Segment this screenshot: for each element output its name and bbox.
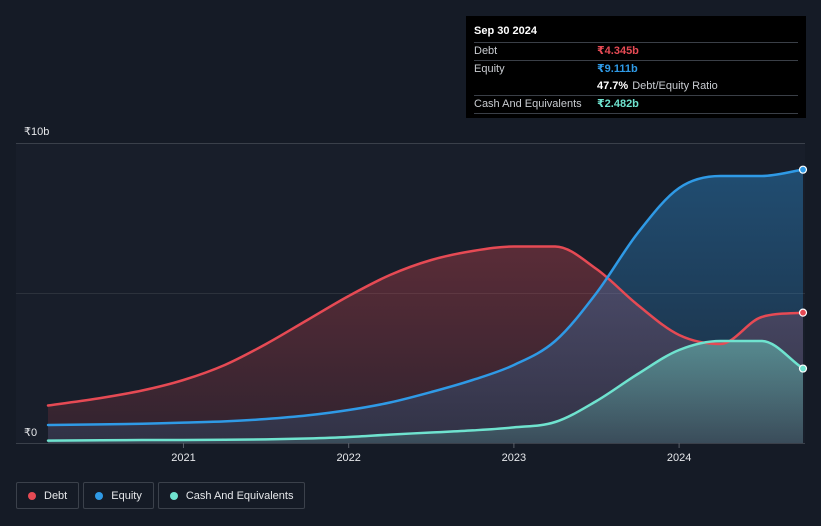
legend-item-equity[interactable]: Equity xyxy=(83,482,154,509)
equity-endpoint[interactable] xyxy=(798,165,808,174)
tooltip-ratio-row: 47.7% Debt/Equity Ratio xyxy=(474,78,798,95)
tooltip-cash-label: Cash And Equivalents xyxy=(474,98,582,110)
tooltip-bottom-divider xyxy=(474,113,798,115)
x-tick-label: 2022 xyxy=(336,452,360,464)
tooltip-panel: Sep 30 2024 Debt ₹4.345b Equity ₹9.111b … xyxy=(466,16,806,118)
tooltip-equity-row: Equity ₹9.111b xyxy=(474,60,798,78)
debt-endpoint[interactable] xyxy=(798,308,808,317)
tooltip-equity-label: Equity xyxy=(474,63,505,75)
legend-item-debt[interactable]: Debt xyxy=(16,482,80,509)
x-tick-label: 2024 xyxy=(667,452,691,464)
chart-legend: Debt Equity Cash And Equivalents xyxy=(16,482,309,509)
cash-endpoint[interactable] xyxy=(798,364,808,373)
legend-cash-label: Cash And Equivalents xyxy=(185,489,294,502)
debt-line xyxy=(46,245,805,407)
tooltip-date: Sep 30 2024 xyxy=(474,25,537,37)
tooltip-debt-row: Debt ₹4.345b xyxy=(474,42,798,60)
tooltip-cash-row: Cash And Equivalents ₹2.482b xyxy=(474,95,798,113)
tooltip-debt-value: ₹4.345b xyxy=(597,45,639,57)
tooltip-equity-value: ₹9.111b xyxy=(597,63,638,75)
y-tick-label-zero: ₹0 xyxy=(24,427,37,439)
equity-dot-icon xyxy=(95,491,104,500)
series-endpoints xyxy=(798,165,808,373)
series-lines xyxy=(46,168,805,442)
x-axis-ticks: 2021 2022 2023 2024 xyxy=(171,443,691,464)
legend-equity-label: Equity xyxy=(111,489,142,502)
equity-line xyxy=(46,168,805,427)
cash-line xyxy=(46,339,805,442)
legend-debt-label: Debt xyxy=(44,489,68,502)
x-tick-label: 2023 xyxy=(502,452,526,464)
cash-dot-icon xyxy=(169,491,178,500)
series-areas xyxy=(48,169,803,444)
tooltip-cash-value: ₹2.482b xyxy=(597,98,639,110)
tooltip-ratio-value: 47.7% xyxy=(597,80,629,92)
legend-item-cash[interactable]: Cash And Equivalents xyxy=(157,482,306,509)
debt-dot-icon xyxy=(28,491,36,500)
x-tick-label: 2021 xyxy=(171,452,195,464)
tooltip-ratio-label: Debt/Equity Ratio xyxy=(632,80,718,92)
y-tick-label-top: ₹10b xyxy=(24,126,49,138)
tooltip-debt-label: Debt xyxy=(474,45,498,57)
equity-area xyxy=(48,169,803,444)
cash-area xyxy=(48,341,803,443)
